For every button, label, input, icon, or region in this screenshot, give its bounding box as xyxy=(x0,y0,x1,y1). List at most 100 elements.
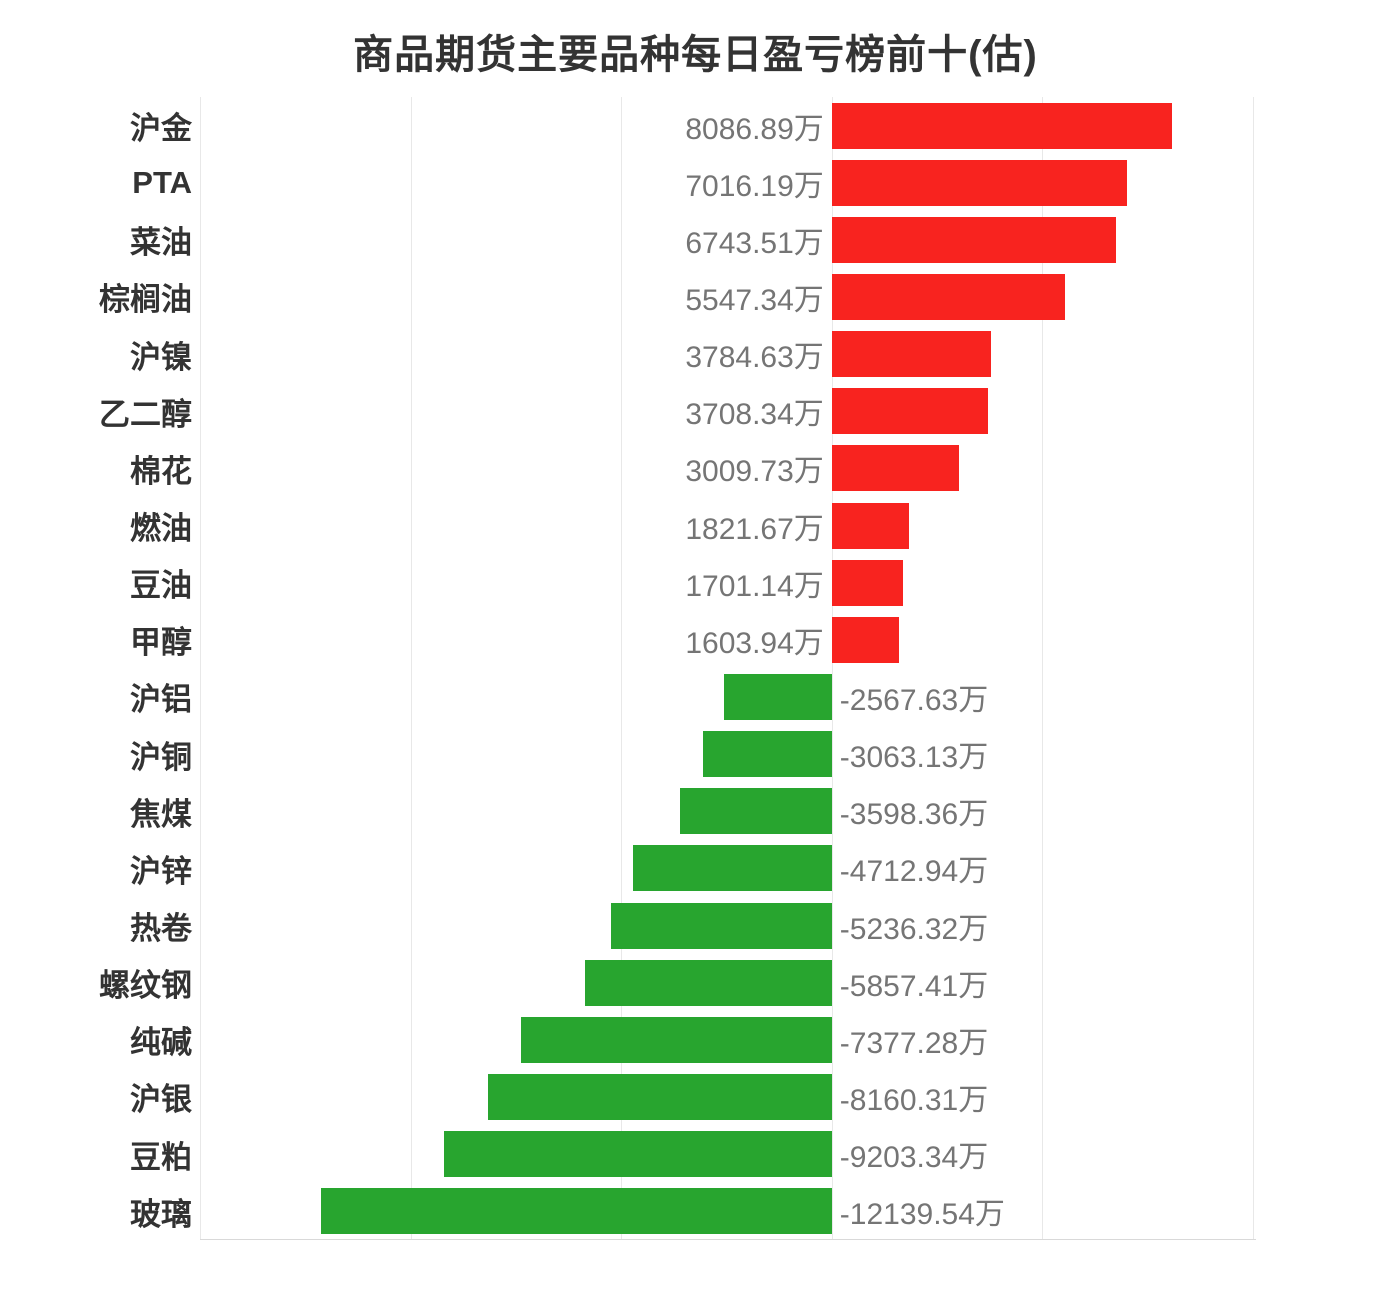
grid-layer xyxy=(200,97,1256,1240)
plot-region: -7377.28万 xyxy=(200,1011,1253,1068)
value-label: -12139.54万 xyxy=(839,1198,1005,1232)
plot-region: -3598.36万 xyxy=(200,783,1253,840)
value-label: -3063.13万 xyxy=(839,741,989,775)
bar-negative xyxy=(702,731,832,778)
bar-row: 螺纹钢 -5857.41万 xyxy=(0,954,1391,1011)
bar-positive xyxy=(831,216,1116,263)
category-label: 豆粕 xyxy=(130,1139,192,1175)
bar-row: 燃油 1821.67万 xyxy=(0,497,1391,554)
bar-row: 乙二醇 3708.34万 xyxy=(0,383,1391,440)
bar-row: 沪镍 3784.63万 xyxy=(0,326,1391,383)
bar-negative xyxy=(320,1188,832,1235)
bar-positive xyxy=(831,102,1173,149)
bar-negative xyxy=(488,1073,832,1120)
plot-region: 1603.94万 xyxy=(200,611,1253,668)
bar-row: 焦煤 -3598.36万 xyxy=(0,783,1391,840)
plot-region: -12139.54万 xyxy=(200,1183,1253,1240)
value-label: -4712.94万 xyxy=(839,855,989,889)
plot-region: 6743.51万 xyxy=(200,211,1253,268)
category-label: 棕榈油 xyxy=(99,282,192,318)
value-label: -3598.36万 xyxy=(839,798,989,832)
bar-row: 豆粕 -9203.34万 xyxy=(0,1126,1391,1183)
plot-region: 3708.34万 xyxy=(200,383,1253,440)
value-label: -9203.34万 xyxy=(839,1141,989,1175)
plot-region: 8086.89万 xyxy=(200,97,1253,154)
value-label: -5857.41万 xyxy=(839,969,989,1003)
value-label: -2567.63万 xyxy=(839,683,989,717)
bar-positive xyxy=(831,559,904,606)
bar-row: 沪铜 -3063.13万 xyxy=(0,726,1391,783)
category-label: 豆油 xyxy=(130,568,192,604)
value-label: -7377.28万 xyxy=(839,1026,989,1060)
value-label: 8086.89万 xyxy=(685,112,824,146)
bar-positive xyxy=(831,616,900,663)
value-label: 1701.14万 xyxy=(685,569,824,603)
plot-region: -9203.34万 xyxy=(200,1126,1253,1183)
category-label: 热卷 xyxy=(130,911,192,947)
plot-region: 1821.67万 xyxy=(200,497,1253,554)
bar-row: 沪金 8086.89万 xyxy=(0,97,1391,154)
bar-positive xyxy=(831,502,909,549)
plot-region: 7016.19万 xyxy=(200,154,1253,211)
category-label: 燃油 xyxy=(130,511,192,547)
bar-positive xyxy=(831,388,988,435)
category-label: 沪镍 xyxy=(130,339,192,375)
bar-positive xyxy=(831,331,992,378)
category-label: 纯碱 xyxy=(130,1025,192,1061)
bar-positive xyxy=(831,445,959,492)
gridline xyxy=(410,97,412,1240)
bar-row: 甲醇 1603.94万 xyxy=(0,611,1391,668)
gridline xyxy=(200,97,201,1240)
category-label: 沪锌 xyxy=(130,853,192,889)
plot-region: -5857.41万 xyxy=(200,954,1253,1011)
value-label: 3708.34万 xyxy=(685,398,824,432)
chart-title: 商品期货主要品种每日盈亏榜前十(估) xyxy=(353,33,1038,77)
gridline xyxy=(831,97,833,1240)
bar-row: 沪锌 -4712.94万 xyxy=(0,840,1391,897)
plot-region: -8160.31万 xyxy=(200,1068,1253,1125)
value-label: -8160.31万 xyxy=(839,1083,989,1117)
bar-row: 豆油 1701.14万 xyxy=(0,554,1391,611)
bar-negative xyxy=(444,1131,832,1178)
plot-region: -4712.94万 xyxy=(200,840,1253,897)
plot-region: 3784.63万 xyxy=(200,326,1253,383)
value-label: 3784.63万 xyxy=(685,341,824,375)
bar-negative xyxy=(633,845,832,892)
category-label: 沪金 xyxy=(130,111,192,147)
value-label: 3009.73万 xyxy=(685,455,824,489)
x-axis-line xyxy=(200,1239,1256,1240)
category-label: 沪铜 xyxy=(130,739,192,775)
bar-row: 纯碱 -7377.28万 xyxy=(0,1011,1391,1068)
category-label: 甲醇 xyxy=(130,625,192,661)
bar-row: PTA 7016.19万 xyxy=(0,154,1391,211)
category-label: 棉花 xyxy=(130,453,192,489)
value-label: 6743.51万 xyxy=(685,226,824,260)
plot-region: -3063.13万 xyxy=(200,726,1253,783)
bar-row: 棉花 3009.73万 xyxy=(0,440,1391,497)
plot-region: -2567.63万 xyxy=(200,668,1253,725)
plot-region: 1701.14万 xyxy=(200,554,1253,611)
rows: 沪金 8086.89万 PTA 7016.19万 菜油 6743.51万 棕榈油… xyxy=(0,97,1391,1240)
bar-row: 沪银 -8160.31万 xyxy=(0,1068,1391,1125)
bar-positive xyxy=(831,273,1066,320)
gridline xyxy=(621,97,623,1240)
bar-negative xyxy=(611,902,832,949)
category-label: 菜油 xyxy=(130,225,192,261)
gridline xyxy=(1253,97,1254,1240)
plot-region: -5236.32万 xyxy=(200,897,1253,954)
category-label: 玻璃 xyxy=(130,1196,192,1232)
category-label: 沪铝 xyxy=(130,682,192,718)
plot-region: 5547.34万 xyxy=(200,268,1253,325)
bar-row: 热卷 -5236.32万 xyxy=(0,897,1391,954)
bar-negative xyxy=(723,673,832,720)
value-label: 7016.19万 xyxy=(685,169,824,203)
bar-row: 玻璃 -12139.54万 xyxy=(0,1183,1391,1240)
value-label: 5547.34万 xyxy=(685,283,824,317)
category-label: 乙二醇 xyxy=(99,396,192,432)
bar-row: 棕榈油 5547.34万 xyxy=(0,268,1391,325)
bar-row: 菜油 6743.51万 xyxy=(0,211,1391,268)
category-label: 焦煤 xyxy=(130,796,192,832)
plot-region: 3009.73万 xyxy=(200,440,1253,497)
bar-negative xyxy=(680,788,832,835)
bar-row: 沪铝 -2567.63万 xyxy=(0,668,1391,725)
